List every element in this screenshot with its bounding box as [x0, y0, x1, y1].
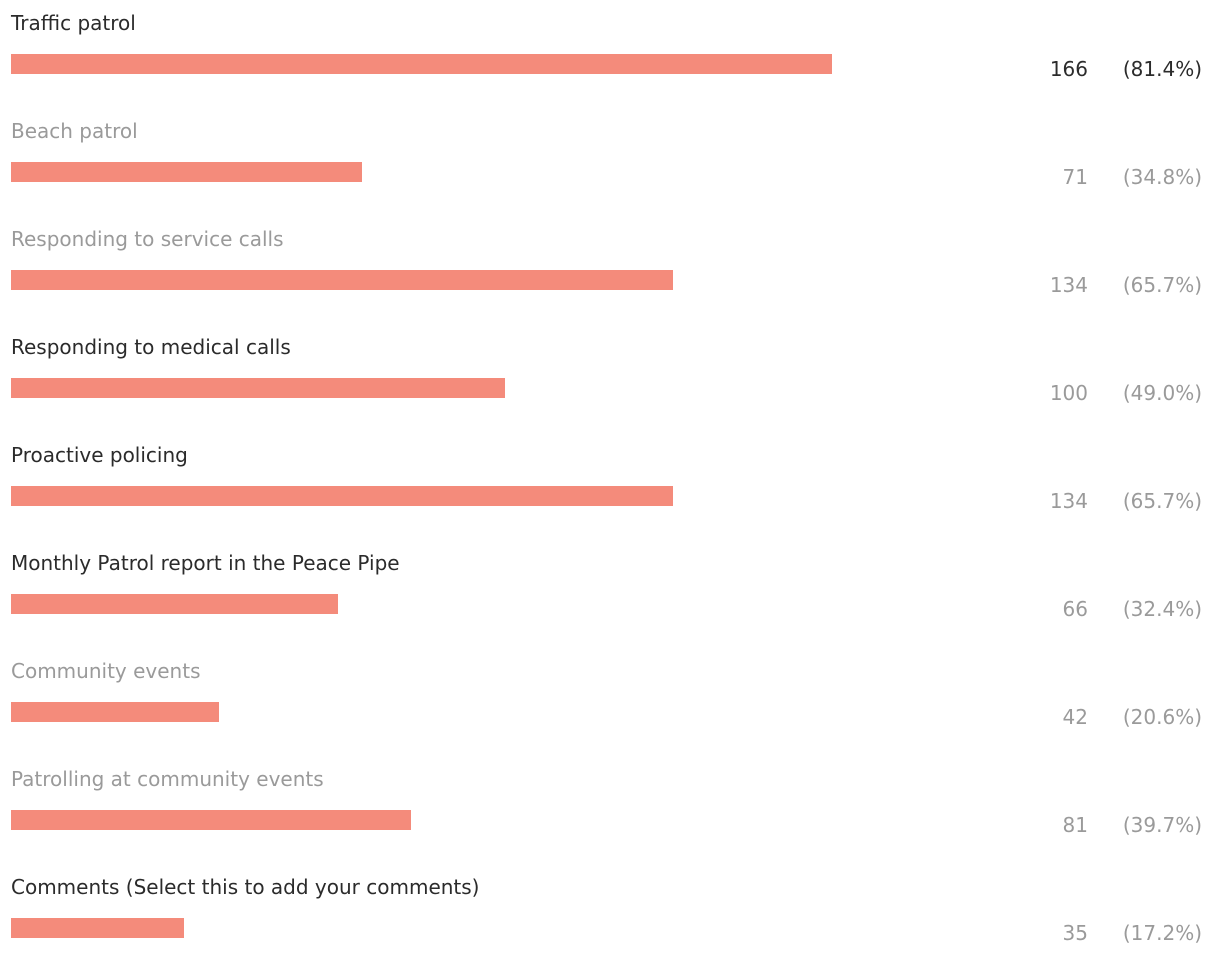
percent-label: (65.7%) — [1122, 273, 1202, 297]
percent-label: (39.7%) — [1122, 813, 1202, 837]
percent-label: (65.7%) — [1122, 489, 1202, 513]
category-label: Responding to medical calls — [11, 335, 291, 359]
chart-row: Patrolling at community events 81 (39.7%) — [0, 766, 1218, 866]
chart-row: Responding to medical calls 100 (49.0%) — [0, 334, 1218, 434]
bar — [11, 378, 505, 398]
count-label: 71 — [1062, 165, 1088, 189]
count-label: 100 — [1049, 381, 1088, 405]
bar — [11, 702, 219, 722]
count-label: 134 — [1049, 489, 1088, 513]
count-label: 81 — [1062, 813, 1088, 837]
category-label: Traffic patrol — [11, 11, 136, 35]
count-label: 166 — [1049, 57, 1088, 81]
bar — [11, 918, 185, 938]
category-label: Proactive policing — [11, 443, 188, 467]
chart-row: Community events 42 (20.6%) — [0, 658, 1218, 758]
bar — [11, 594, 338, 614]
chart-row: Responding to service calls 134 (65.7%) — [0, 226, 1218, 326]
bar — [11, 270, 674, 290]
count-label: 66 — [1062, 597, 1088, 621]
bar — [11, 54, 832, 74]
count-label: 35 — [1062, 921, 1088, 945]
chart-row: Proactive policing 134 (65.7%) — [0, 442, 1218, 542]
bar-chart: Traffic patrol 166 (81.4%) Beach patrol 71 (3… — [0, 10, 1218, 945]
percent-label: (81.4%) — [1122, 57, 1202, 81]
percent-label: (17.2%) — [1122, 921, 1202, 945]
count-label: 42 — [1062, 705, 1088, 729]
chart-row: Comments (Select this to add your commen… — [0, 874, 1218, 974]
category-label: Responding to service calls — [11, 227, 284, 251]
category-label: Beach patrol — [11, 119, 138, 143]
category-label: Monthly Patrol report in the Peace Pipe — [11, 551, 400, 575]
count-label: 134 — [1049, 273, 1088, 297]
chart-row: Traffic patrol 166 (81.4%) — [0, 10, 1218, 110]
category-label: Comments (Select this to add your commen… — [11, 875, 480, 899]
chart-row: Beach patrol 71 (34.8%) — [0, 118, 1218, 218]
percent-label: (34.8%) — [1122, 165, 1202, 189]
bar — [11, 810, 412, 830]
chart-row: Monthly Patrol report in the Peace Pipe 6… — [0, 550, 1218, 650]
category-label: Community events — [11, 659, 201, 683]
percent-label: (32.4%) — [1122, 597, 1202, 621]
percent-label: (20.6%) — [1122, 705, 1202, 729]
category-label: Patrolling at community events — [11, 767, 324, 791]
bar — [11, 486, 674, 506]
bar — [11, 162, 362, 182]
percent-label: (49.0%) — [1122, 381, 1202, 405]
